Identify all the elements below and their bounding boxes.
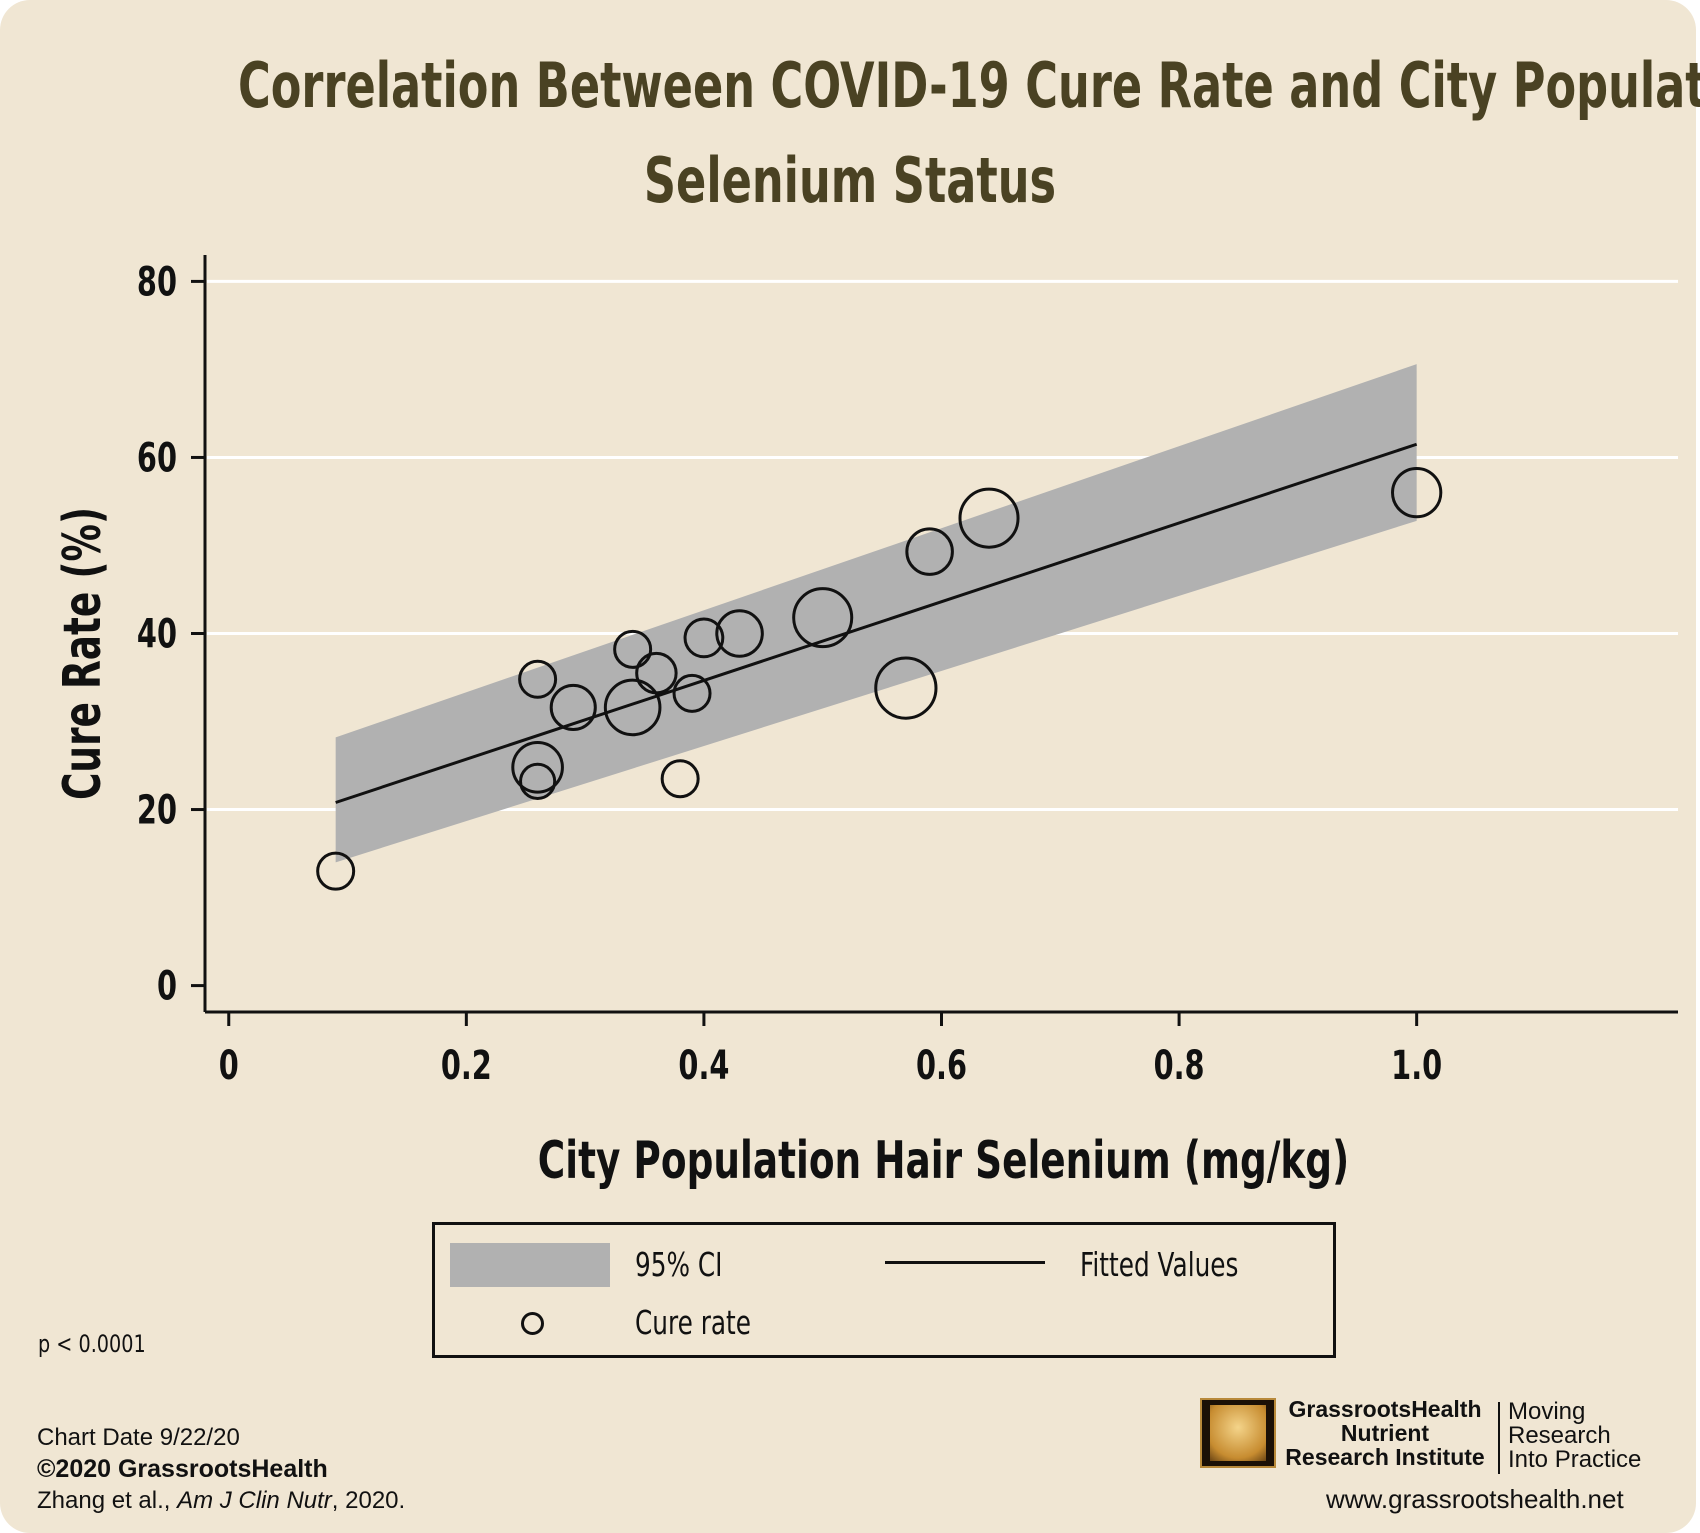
data-point-16: [958, 487, 1020, 549]
data-point-4: [511, 740, 564, 794]
citation: Zhang et al., Am J Clin Nutr, 2020.: [37, 1487, 405, 1515]
y-tick-label-20: 20: [137, 788, 177, 834]
org-name-line1: GrassrootsHealth: [1288, 1396, 1482, 1422]
legend: 95% CI Fitted Values Cure rate: [432, 1222, 1336, 1358]
x-axis-title: City Population Hair Selenium (mg/kg): [538, 1130, 1349, 1191]
chart-title-line2: Selenium Status: [643, 144, 1057, 217]
data-point-9: [660, 759, 700, 799]
data-point-2: [518, 659, 558, 699]
tagline-line1: Moving: [1508, 1398, 1586, 1425]
x-tick-label-5: 1.0: [1391, 1043, 1442, 1089]
x-tick-label-1: 0.2: [441, 1043, 492, 1089]
ci-band: [335, 364, 1417, 863]
data-point-3: [519, 762, 557, 800]
data-point-6: [613, 629, 653, 669]
org-name-line2: Nutrient: [1340, 1420, 1430, 1446]
legend-label-fitted: Fitted Values: [1080, 1245, 1239, 1284]
data-point-12: [715, 609, 764, 658]
data-point-8: [635, 651, 678, 695]
x-tick-label-0: 0: [219, 1043, 239, 1089]
org-name-line3: Research Institute: [1285, 1444, 1485, 1470]
y-tick-label-0: 0: [157, 964, 177, 1010]
tagline-line2: Research: [1508, 1422, 1611, 1449]
legend-ci-swatch: [450, 1243, 610, 1287]
legend-label-cure-rate: Cure rate: [635, 1303, 751, 1342]
y-tick-label-40: 40: [137, 612, 177, 658]
data-point-15: [905, 527, 954, 576]
fitted-line: [335, 442, 1418, 804]
data-point-10: [672, 673, 712, 713]
data-point-17: [1391, 467, 1443, 519]
y-axis-title: Cure Rate (%): [52, 507, 113, 800]
citation-journal: Am J Clin Nutr: [177, 1487, 332, 1514]
x-tick-label-3: 0.6: [916, 1043, 967, 1089]
x-tick-label-2: 0.4: [678, 1043, 729, 1089]
legend-circle-swatch: [521, 1312, 544, 1335]
legend-label-ci: 95% CI: [635, 1245, 723, 1284]
legend-line-swatch: [885, 1261, 1045, 1264]
data-point-14: [874, 656, 938, 720]
data-point-13: [792, 587, 854, 649]
y-tick-label-60: 60: [137, 436, 177, 482]
chart-date: Chart Date 9/22/20: [37, 1424, 240, 1451]
data-point-7: [603, 678, 662, 737]
data-point-5: [549, 683, 597, 731]
scatter-plot: 0 20 40 60 80 0 0.2 0.4 0.6 0.8 1.0 City Population…: [52, 255, 1678, 1191]
copyright: ©2020 GrassrootsHealth: [37, 1455, 328, 1483]
p-value-annotation: p < 0.0001: [38, 1330, 146, 1358]
citation-year: , 2020.: [331, 1487, 406, 1514]
website-url: www.grassrootshealth.net: [1326, 1484, 1624, 1514]
data-point-11: [683, 617, 725, 659]
tagline-line3: Into Practice: [1508, 1446, 1642, 1473]
y-tick-label-80: 80: [137, 260, 177, 306]
x-tick-label-4: 0.8: [1154, 1043, 1205, 1089]
data-point-1: [316, 851, 356, 891]
chart-title: Correlation Between COVID-19 Cure Rate a…: [238, 38, 1700, 228]
citation-authors: Zhang et al.,: [37, 1487, 178, 1514]
vitruvian-man-icon: [1200, 1398, 1276, 1468]
chart-title-line1: Correlation Between COVID-19 Cure Rate a…: [238, 49, 1700, 122]
brand-divider: [1498, 1402, 1500, 1474]
